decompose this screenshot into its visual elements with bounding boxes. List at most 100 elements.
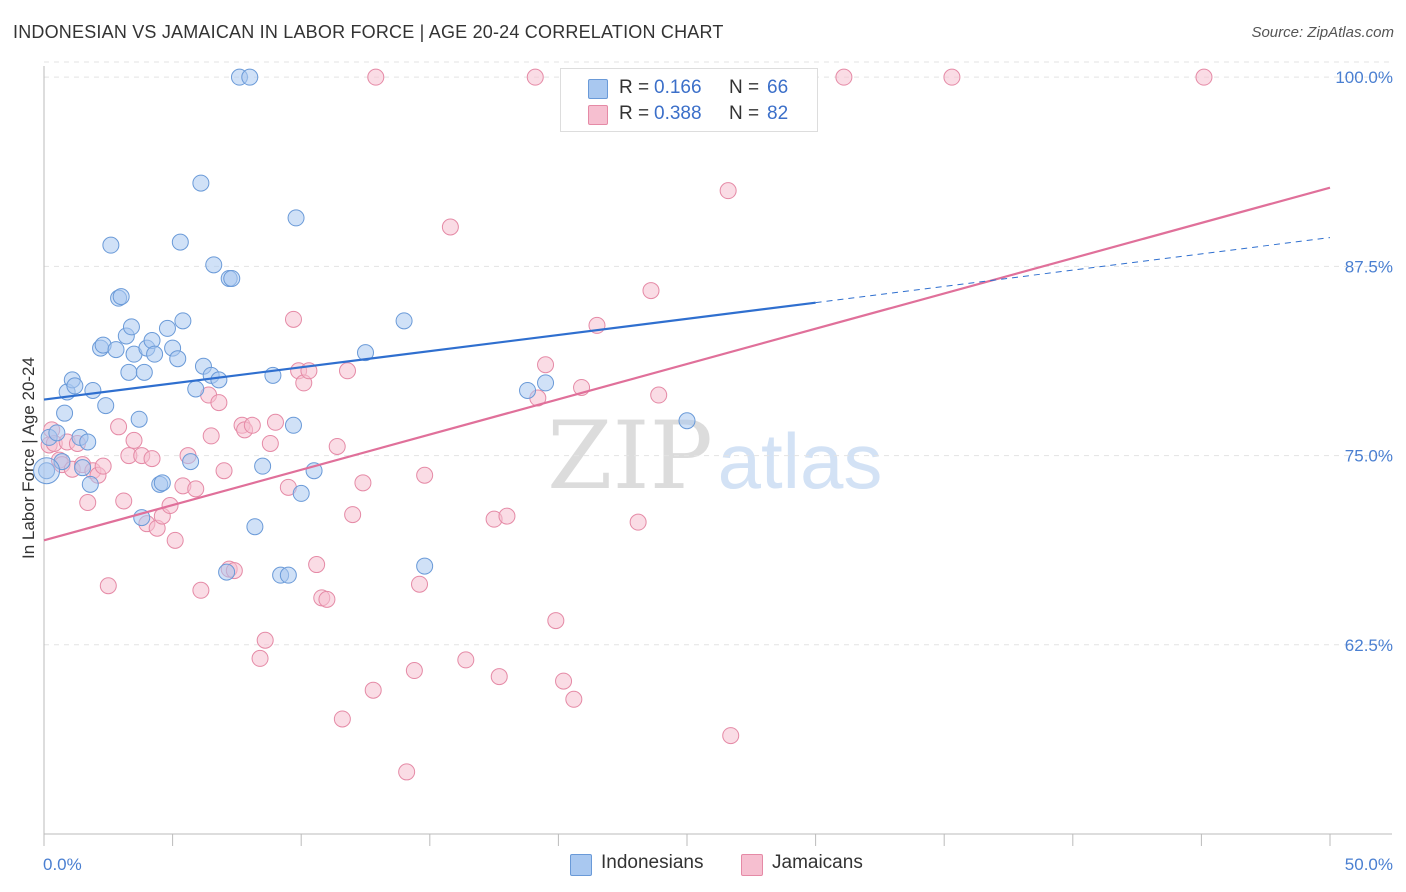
indonesians-trendline	[43, 301, 816, 401]
n-value: 66	[767, 77, 789, 98]
jamaicans-point	[719, 182, 737, 200]
legend-row-jamaicans: R = 0.388 N = 82	[561, 101, 817, 127]
indonesians-trendline-extension	[815, 237, 1331, 304]
chart-title: INDONESIAN VS JAMAICAN IN LABOR FORCE | …	[13, 22, 724, 42]
indonesians-point	[284, 416, 302, 434]
indonesians-point	[292, 484, 310, 502]
indonesians-point	[254, 457, 272, 475]
jamaicans-point	[490, 668, 508, 686]
jamaicans-point	[318, 590, 336, 608]
jamaicans-point	[555, 672, 573, 690]
r-label: R =	[619, 103, 650, 124]
jamaicans-point	[328, 437, 346, 455]
correlation-legend: R = 0.166 N = 66 R = 0.388 N = 82	[560, 68, 818, 132]
indonesians-point	[112, 288, 130, 306]
jamaicans-point	[565, 690, 583, 708]
indonesians-point	[135, 363, 153, 381]
indonesians-point	[187, 380, 205, 398]
jamaicans-point	[187, 480, 205, 498]
jamaicans-point	[243, 416, 261, 434]
jamaicans-point	[364, 681, 382, 699]
jamaicans-point	[441, 218, 459, 236]
indonesians-point	[519, 381, 537, 399]
indonesians-point	[174, 312, 192, 330]
jamaicans-point	[537, 356, 555, 374]
indonesians-point-large	[33, 457, 61, 485]
indonesians-point	[223, 269, 241, 287]
jamaicans-trendline	[43, 186, 1331, 542]
n-value: 82	[767, 103, 789, 124]
indonesians-point	[102, 236, 120, 254]
jamaicans-point	[367, 68, 385, 86]
indonesians-point	[97, 397, 115, 415]
indonesians-point	[53, 453, 71, 471]
jamaicans-point	[333, 710, 351, 728]
indonesians-point	[38, 462, 56, 480]
indonesians-point	[241, 68, 259, 86]
y-tick-label: 87.5%	[1345, 257, 1393, 276]
jamaicans-point	[110, 418, 128, 436]
indonesians-points	[33, 68, 786, 584]
indonesians-point	[205, 256, 223, 274]
indonesians-point	[130, 410, 148, 428]
jamaicans-point	[498, 507, 516, 525]
jamaicans-point	[202, 427, 220, 445]
jamaicans-point	[99, 577, 117, 595]
jamaicans-point	[115, 492, 133, 510]
indonesians-point	[48, 424, 66, 442]
r-value: 0.166	[654, 77, 702, 98]
jamaicans-point	[266, 413, 284, 431]
y-tick-label: 62.5%	[1345, 636, 1393, 655]
indonesians-point	[81, 475, 99, 493]
indonesians-point	[537, 374, 555, 392]
y-tick-label: 75.0%	[1345, 447, 1393, 466]
jamaicans-point	[416, 466, 434, 484]
jamaicans-point	[210, 394, 228, 412]
indonesians-point	[66, 377, 84, 395]
indonesians-point	[182, 453, 200, 471]
jamaicans-point	[261, 434, 279, 452]
jamaicans-point	[835, 68, 853, 86]
source-label: Source: ZipAtlas.com	[1251, 24, 1394, 41]
jamaicans-point	[943, 68, 961, 86]
indonesians-point	[171, 233, 189, 251]
indonesians-point	[218, 563, 236, 581]
jamaicans-point	[411, 575, 429, 593]
indonesians-point	[416, 557, 434, 575]
jamaicans-point	[650, 386, 668, 404]
jamaicans-point	[256, 631, 274, 649]
r-label: R =	[619, 77, 650, 98]
indonesians-point	[210, 371, 228, 389]
jamaicans-point	[629, 513, 647, 531]
jamaicans-point	[192, 581, 210, 599]
trend-lines	[43, 186, 1331, 542]
jamaicans-point	[79, 493, 97, 511]
jamaicans-point	[547, 612, 565, 630]
jamaicans-swatch	[588, 105, 608, 125]
jamaicans-point	[405, 662, 423, 680]
jamaicans-point	[722, 727, 740, 745]
jamaicans-point	[166, 531, 184, 549]
indonesians-point	[146, 345, 164, 363]
indonesians-point	[74, 459, 92, 477]
jamaicans-point	[308, 556, 326, 574]
indonesians-point	[122, 318, 140, 336]
indonesians-point	[169, 350, 187, 368]
indonesians-point	[279, 566, 297, 584]
indonesians-point	[79, 433, 97, 451]
watermark-atlas: atlas	[718, 417, 883, 505]
indonesians-swatch	[588, 79, 608, 99]
indonesians-point	[192, 174, 210, 192]
jamaicans-point	[284, 310, 302, 328]
x-tick-label: 50.0%	[1345, 855, 1393, 874]
legend-row-indonesians: R = 0.166 N = 66	[561, 75, 817, 101]
indonesians-point	[120, 363, 138, 381]
jamaicans-legend-swatch	[741, 854, 763, 876]
jamaicans-point	[398, 763, 416, 781]
jamaicans-point	[642, 282, 660, 300]
jamaicans-point	[354, 474, 372, 492]
jamaicans-point	[526, 68, 544, 86]
tick-labels: 62.5% 75.0% 87.5% 100.0% 0.0% 50.0%	[43, 68, 1393, 874]
indonesians-point	[678, 412, 696, 430]
